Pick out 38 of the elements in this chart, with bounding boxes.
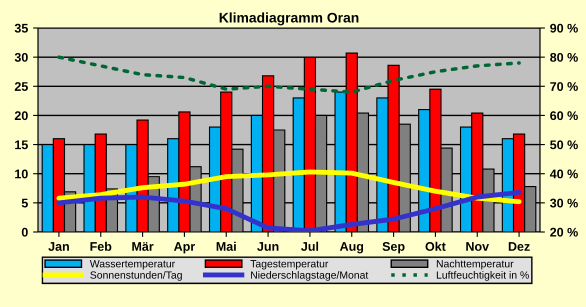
- y2-tick-label: 70 %: [550, 82, 578, 91]
- x-tick-label: Dez: [508, 242, 530, 251]
- y2-tick-label: 50 %: [550, 140, 578, 150]
- chart-title: Klimadiagramm Oran: [220, 12, 358, 26]
- x-tick-label: Aug: [340, 242, 364, 254]
- legend-label: Sonnenstunden/Tag: [90, 271, 182, 281]
- x-tick-label: Jun: [257, 242, 278, 251]
- y2-tick-label: 80 %: [550, 52, 578, 62]
- x-tick-label: Mai: [216, 242, 236, 251]
- y2-tick-label: 90 %: [550, 24, 578, 33]
- y-tick-label: 30: [14, 52, 28, 62]
- legend-label: Niederschlagstage/Monat: [251, 271, 368, 281]
- y-tick-label: 20: [14, 111, 28, 120]
- x-tick-label: Feb: [90, 242, 112, 251]
- legend-label: Nachttemperatur: [436, 260, 514, 270]
- y2-tick-label: 30 %: [550, 198, 578, 208]
- x-tick-label: Apr: [174, 242, 195, 254]
- y-tick-label: 0: [22, 228, 28, 237]
- y2-tick-label: 40 %: [550, 170, 578, 178]
- y-tick-label: 25: [14, 82, 28, 91]
- y-tick-label: 35: [14, 24, 28, 33]
- y-tick-label: 10: [15, 170, 28, 178]
- line-series: [57, 55, 521, 94]
- y-tick-label: 5: [22, 198, 28, 208]
- x-tick-label: Nov: [466, 242, 489, 251]
- x-tick-label: Mär: [132, 242, 154, 251]
- legend-label: Luftfeuchtigkeit in %: [436, 271, 529, 281]
- y2-tick-label: 60 %: [550, 111, 578, 120]
- y-tick-label: 15: [15, 140, 28, 150]
- x-tick-label: Okt: [426, 242, 446, 251]
- line-series: [56, 190, 522, 232]
- x-tick-label: Jan: [48, 242, 69, 251]
- legend-label: Tagestemperatur: [250, 260, 328, 270]
- y2-tick-label: 20 %: [550, 228, 578, 237]
- x-tick-label: Jul: [301, 242, 318, 251]
- x-tick-label: Sep: [382, 242, 405, 254]
- legend-label: Wassertemperatur: [90, 260, 175, 270]
- line-series: [56, 170, 522, 204]
